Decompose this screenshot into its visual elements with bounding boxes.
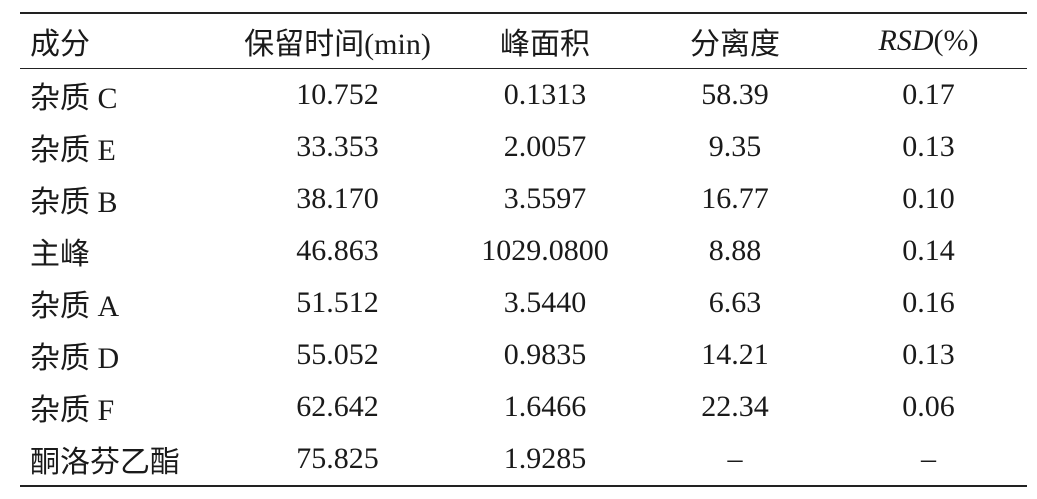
cell-peak-area: 3.5597 bbox=[503, 182, 587, 215]
table-row: 杂质 F 62.642 1.6466 22.34 0.06 bbox=[20, 381, 1027, 433]
cell-rsd: 0.10 bbox=[902, 182, 955, 215]
table-row: 酮洛芬乙酯 75.825 1.9285 – – bbox=[20, 433, 1027, 486]
cell-rsd: 0.13 bbox=[902, 338, 955, 371]
table-header: 成分 保留时间(min) 峰面积 分离度 RSD(%) bbox=[20, 13, 1027, 69]
cell-component: 杂质 E bbox=[30, 134, 116, 167]
cell-retention-time: 10.752 bbox=[296, 78, 379, 111]
header-component: 成分 bbox=[30, 28, 90, 61]
cell-peak-area: 0.1313 bbox=[503, 78, 587, 111]
cell-retention-time: 38.170 bbox=[296, 182, 379, 215]
header-rsd: RSD(%) bbox=[830, 13, 1027, 69]
cell-resolution: 58.39 bbox=[701, 78, 769, 111]
cell-resolution: 8.88 bbox=[708, 234, 762, 267]
cell-peak-area: 1.9285 bbox=[503, 442, 587, 475]
cell-peak-area: 2.0057 bbox=[503, 130, 587, 163]
cell-peak-area: 0.9835 bbox=[503, 338, 587, 371]
cell-retention-time: 75.825 bbox=[296, 442, 379, 475]
header-retention-time: 保留时间(min) bbox=[244, 28, 431, 61]
header-row: 成分 保留时间(min) 峰面积 分离度 RSD(%) bbox=[20, 13, 1027, 69]
cell-rsd: 0.13 bbox=[902, 130, 955, 163]
cell-resolution: 6.63 bbox=[708, 286, 762, 319]
cell-component: 酮洛芬乙酯 bbox=[30, 446, 180, 479]
cell-component: 杂质 B bbox=[30, 186, 118, 219]
cell-peak-area: 3.5440 bbox=[503, 286, 587, 319]
table-row: 杂质 C 10.752 0.1313 58.39 0.17 bbox=[20, 69, 1027, 122]
cell-rsd: 0.14 bbox=[902, 234, 955, 267]
cell-rsd: 0.06 bbox=[902, 390, 955, 423]
table-body: 杂质 C 10.752 0.1313 58.39 0.17 杂质 E 33.35… bbox=[20, 69, 1027, 486]
cell-retention-time: 51.512 bbox=[296, 286, 379, 319]
table-row: 主峰 46.863 1029.0800 8.88 0.14 bbox=[20, 225, 1027, 277]
header-peak-area: 峰面积 bbox=[500, 28, 590, 61]
cell-component: 杂质 D bbox=[30, 342, 120, 375]
results-table: 成分 保留时间(min) 峰面积 分离度 RSD(%) 杂质 C 10.752 … bbox=[20, 12, 1027, 487]
cell-resolution: – bbox=[727, 442, 743, 475]
cell-peak-area: 1.6466 bbox=[503, 390, 587, 423]
cell-retention-time: 62.642 bbox=[296, 390, 379, 423]
cell-resolution: 9.35 bbox=[708, 130, 762, 163]
table-row: 杂质 E 33.353 2.0057 9.35 0.13 bbox=[20, 121, 1027, 173]
cell-peak-area: 1029.0800 bbox=[481, 234, 609, 267]
table-row: 杂质 A 51.512 3.5440 6.63 0.16 bbox=[20, 277, 1027, 329]
header-resolution: 分离度 bbox=[690, 28, 780, 61]
cell-component: 主峰 bbox=[30, 238, 90, 271]
cell-component: 杂质 A bbox=[30, 290, 120, 323]
cell-retention-time: 46.863 bbox=[296, 234, 379, 267]
cell-resolution: 16.77 bbox=[701, 182, 769, 215]
cell-rsd: – bbox=[921, 442, 936, 475]
cell-resolution: 22.34 bbox=[701, 390, 769, 423]
cell-resolution: 14.21 bbox=[701, 338, 769, 371]
header-rsd-label: RSD bbox=[878, 24, 934, 57]
table-row: 杂质 B 38.170 3.5597 16.77 0.10 bbox=[20, 173, 1027, 225]
cell-component: 杂质 F bbox=[30, 394, 115, 427]
cell-rsd: 0.16 bbox=[902, 286, 955, 319]
cell-retention-time: 55.052 bbox=[296, 338, 379, 371]
table-row: 杂质 D 55.052 0.9835 14.21 0.13 bbox=[20, 329, 1027, 381]
cell-retention-time: 33.353 bbox=[296, 130, 379, 163]
cell-component: 杂质 C bbox=[30, 82, 118, 115]
cell-rsd: 0.17 bbox=[902, 78, 955, 111]
header-rsd-unit: (%) bbox=[933, 24, 979, 57]
